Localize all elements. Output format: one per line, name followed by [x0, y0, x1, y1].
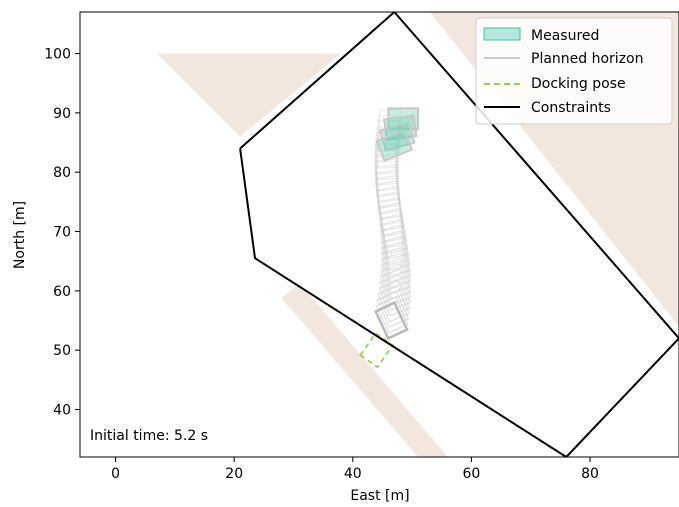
- y-axis-label: North [m]: [12, 201, 28, 269]
- planned-pose-30: [374, 141, 400, 175]
- x-axis: 0 20 40 60 80: [111, 457, 599, 482]
- x-tick-label-40: 40: [344, 466, 362, 482]
- planned-pose-21: [376, 191, 404, 227]
- x-tick-label-0: 0: [111, 466, 120, 482]
- y-tick-label-60: 60: [53, 284, 71, 300]
- x-tick-label-80: 80: [581, 466, 599, 482]
- y-tick-label-90: 90: [53, 106, 71, 122]
- legend: Measured Planned horizon Docking pose Co…: [475, 17, 673, 125]
- legend-swatch-measured: [483, 27, 521, 41]
- legend-label-docking: Docking pose: [531, 76, 626, 92]
- planned-pose-8: [380, 262, 412, 300]
- x-tick-label-20: 20: [225, 466, 243, 482]
- y-tick-label-80: 80: [53, 165, 71, 181]
- planned-pose-17: [378, 213, 408, 249]
- planned-pose-19: [377, 202, 406, 238]
- planned-pose-6: [378, 274, 411, 312]
- legend-label-measured: Measured: [531, 28, 599, 44]
- planned-pose-23: [375, 180, 403, 215]
- y-tick-label-70: 70: [53, 225, 71, 241]
- planned-pose-25: [374, 169, 401, 204]
- planned-pose-18: [378, 207, 407, 244]
- planned-pose-35: [377, 114, 401, 147]
- measured-pose-3: [379, 121, 416, 152]
- y-axis: 40 50 60 70 80 90 100: [44, 47, 80, 419]
- planned-horizon-start-pose: [374, 301, 409, 341]
- x-tick-label-60: 60: [463, 466, 481, 482]
- legend-label-constraints: Constraints: [531, 100, 611, 116]
- planned-pose-14: [380, 229, 411, 266]
- planned-pose-10: [380, 251, 412, 289]
- x-axis-label: East [m]: [350, 488, 409, 504]
- obstacle-2: [281, 283, 448, 457]
- initial-time-annotation: Initial time: 5.2 s: [90, 428, 208, 444]
- planned-pose-2: [375, 296, 409, 334]
- planned-pose-4: [377, 285, 410, 323]
- planned-pose-28: [373, 152, 400, 187]
- constraints-line: [239, 12, 679, 457]
- planned-pose-22: [375, 185, 403, 221]
- planned-pose-34: [377, 120, 401, 152]
- planned-pose-11: [380, 246, 412, 283]
- plot-frame: [79, 11, 679, 458]
- measured-pose-4: [375, 128, 414, 163]
- planned-pose-13: [380, 235, 411, 272]
- y-tick-label-50: 50: [53, 343, 71, 359]
- planned-pose-27: [373, 158, 400, 192]
- planned-pose-31: [375, 136, 400, 169]
- planned-pose-24: [374, 174, 402, 209]
- planned-pose-20: [376, 196, 405, 232]
- planned-pose-16: [379, 218, 409, 255]
- legend-box: [475, 17, 673, 125]
- planned-pose-7: [379, 268, 412, 306]
- planned-pose-9: [380, 257, 412, 295]
- planned-pose-26: [374, 163, 401, 198]
- obstacle-1: [157, 53, 341, 137]
- measured-pose-2: [382, 114, 418, 142]
- legend-label-planned: Planned horizon: [531, 51, 643, 67]
- y-tick-label-40: 40: [53, 403, 71, 419]
- planned-pose-5: [378, 279, 411, 317]
- planned-pose-15: [379, 224, 410, 261]
- planned-pose-12: [380, 240, 412, 278]
- y-tick-label-100: 100: [44, 47, 71, 63]
- measured-pose-1: [387, 107, 419, 131]
